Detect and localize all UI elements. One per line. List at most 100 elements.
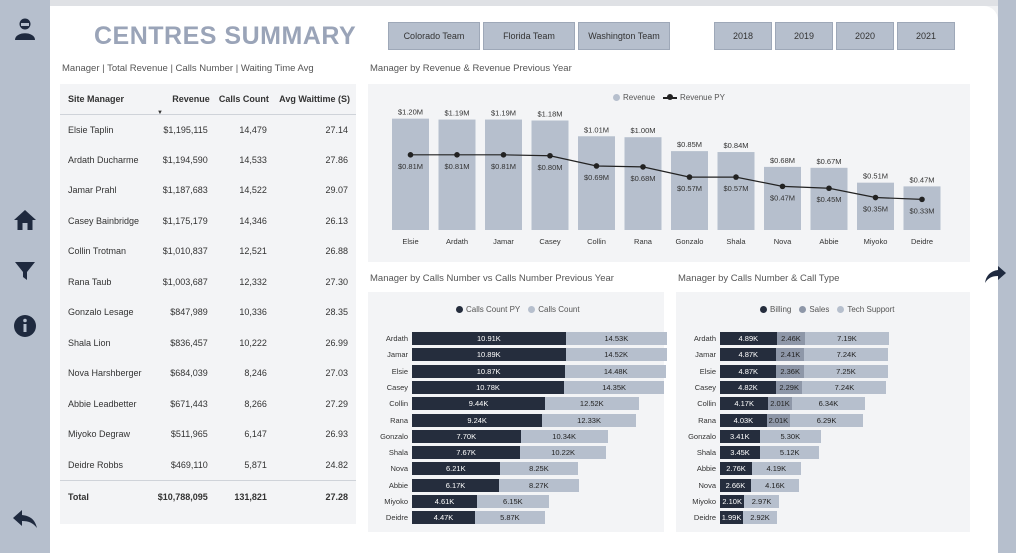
table-row[interactable]: Elsie Taplin $1,195,115 14,479 27.14 bbox=[60, 114, 356, 145]
table-row[interactable]: Nova Harshberger $684,039 8,246 27.03 bbox=[60, 358, 356, 389]
revenue-bar[interactable] bbox=[578, 136, 615, 230]
home-icon[interactable] bbox=[10, 205, 40, 235]
billing-bar[interactable]: 4.87K bbox=[720, 348, 777, 362]
calls-count-bar[interactable]: 14.53K bbox=[565, 332, 667, 345]
revenue-bar[interactable] bbox=[857, 182, 894, 230]
calls-count-bar[interactable]: 8.27K bbox=[498, 478, 579, 492]
billing-bar[interactable]: 1.99K bbox=[720, 511, 744, 525]
revenue-bar[interactable] bbox=[764, 166, 801, 230]
calls-py-bar[interactable]: 10.78K bbox=[412, 380, 564, 394]
calls-count-bar[interactable]: 6.15K bbox=[477, 495, 549, 508]
calls-py-bar[interactable]: 6.17K bbox=[412, 478, 499, 492]
calls-py-bar[interactable]: 9.24K bbox=[412, 413, 543, 427]
sales-bar[interactable]: 2.46K bbox=[776, 332, 806, 345]
sales-bar[interactable]: 2.36K bbox=[776, 364, 804, 378]
team-slicer-item[interactable]: Colorado Team bbox=[388, 22, 480, 50]
tech-support-bar[interactable]: 7.24K bbox=[802, 380, 887, 394]
year-slicer-item[interactable]: 2018 bbox=[714, 22, 772, 50]
revenue-py-point[interactable] bbox=[593, 163, 600, 169]
revenue-py-point[interactable] bbox=[733, 174, 739, 180]
tech-support-bar[interactable]: 7.19K bbox=[805, 332, 889, 345]
revenue-py-point[interactable] bbox=[779, 183, 786, 190]
tech-support-bar[interactable]: 4.16K bbox=[750, 478, 800, 492]
team-slicer-item[interactable]: Florida Team bbox=[483, 22, 575, 50]
calls-count-bar[interactable]: 5.87K bbox=[475, 511, 545, 525]
revenue-py-point[interactable] bbox=[640, 164, 646, 170]
calls-count-bar[interactable]: 10.34K bbox=[520, 429, 608, 443]
col-revenue[interactable]: Revenue bbox=[154, 84, 216, 115]
table-row[interactable]: Miyoko Degraw $511,965 6,147 26.93 bbox=[60, 419, 356, 450]
revenue-bar[interactable] bbox=[392, 118, 429, 230]
table-row[interactable]: Casey Bainbridge $1,175,179 14,346 26.13 bbox=[60, 206, 356, 237]
tech-support-bar[interactable]: 2.97K bbox=[744, 495, 779, 508]
billing-bar[interactable]: 2.76K bbox=[720, 462, 753, 476]
calls-py-bar[interactable]: 10.89K bbox=[412, 348, 566, 362]
billing-bar[interactable]: 2.66K bbox=[720, 478, 751, 492]
billing-bar[interactable]: 4.87K bbox=[720, 364, 777, 378]
calls-count-bar[interactable]: 12.33K bbox=[542, 413, 636, 427]
tech-support-bar[interactable]: 4.19K bbox=[752, 462, 801, 476]
info-icon[interactable] bbox=[10, 311, 40, 341]
revenue-py-point[interactable] bbox=[919, 196, 925, 203]
revenue-bar[interactable] bbox=[531, 120, 569, 230]
tech-support-bar[interactable]: 5.12K bbox=[760, 446, 820, 460]
year-slicer-item[interactable]: 2021 bbox=[897, 22, 955, 50]
calls-py-bar[interactable]: 10.87K bbox=[412, 364, 566, 378]
tech-support-bar[interactable]: 7.24K bbox=[804, 348, 889, 362]
calls-count-bar[interactable]: 14.35K bbox=[563, 380, 665, 394]
revenue-bar[interactable] bbox=[717, 152, 755, 230]
revenue-py-point[interactable] bbox=[500, 152, 507, 158]
tech-support-bar[interactable]: 6.34K bbox=[791, 397, 866, 411]
filter-icon[interactable] bbox=[10, 256, 40, 286]
calls-py-bar[interactable]: 4.47K bbox=[412, 511, 476, 525]
calls-py-bar[interactable]: 7.67K bbox=[412, 446, 521, 460]
calls-py-bar[interactable]: 10.91K bbox=[412, 332, 566, 345]
tech-support-bar[interactable]: 6.29K bbox=[790, 413, 864, 427]
calls-count-bar[interactable]: 8.25K bbox=[499, 462, 579, 476]
revenue-py-point[interactable] bbox=[826, 185, 832, 192]
revenue-py-point[interactable] bbox=[686, 174, 693, 180]
calls-count-bar[interactable]: 14.52K bbox=[565, 348, 667, 362]
tech-support-bar[interactable]: 7.25K bbox=[803, 364, 888, 378]
revenue-bar[interactable] bbox=[810, 167, 848, 230]
table-row[interactable]: Collin Trotman $1,010,837 12,521 26.88 bbox=[60, 236, 356, 267]
calls-py-bar[interactable]: 4.61K bbox=[412, 495, 477, 508]
back-icon[interactable] bbox=[10, 504, 40, 534]
billing-bar[interactable]: 4.89K bbox=[720, 332, 777, 345]
team-slicer-item[interactable]: Washington Team bbox=[578, 22, 670, 50]
calls-py-bar[interactable]: 9.44K bbox=[412, 397, 546, 411]
next-page-arrow-icon[interactable] bbox=[982, 260, 1008, 290]
col-avg-waittime[interactable]: Avg Waittime (S) bbox=[274, 84, 356, 115]
sales-bar[interactable]: 2.41K bbox=[776, 348, 805, 362]
year-slicer-item[interactable]: 2019 bbox=[775, 22, 833, 50]
revenue-py-point[interactable] bbox=[454, 152, 460, 158]
table-row[interactable]: Jamar Prahl $1,187,683 14,522 29.07 bbox=[60, 175, 356, 206]
table-row[interactable]: Shala Lion $836,457 10,222 26.99 bbox=[60, 328, 356, 359]
person-icon[interactable] bbox=[10, 14, 40, 44]
calls-py-bar[interactable]: 7.70K bbox=[412, 429, 521, 443]
calls-count-bar[interactable]: 10.22K bbox=[520, 446, 607, 460]
billing-bar[interactable]: 2.10K bbox=[720, 495, 745, 508]
billing-bar[interactable]: 3.45K bbox=[720, 446, 761, 460]
calls-count-bar[interactable]: 14.48K bbox=[565, 364, 667, 378]
col-calls-count[interactable]: Calls Count bbox=[215, 84, 275, 115]
revenue-bar[interactable] bbox=[485, 119, 522, 230]
calls-py-bar[interactable]: 6.21K bbox=[412, 462, 500, 476]
revenue-bar[interactable] bbox=[624, 137, 662, 230]
calls-count-bar[interactable]: 12.52K bbox=[545, 397, 639, 411]
tech-support-bar[interactable]: 2.92K bbox=[743, 511, 777, 525]
table-row[interactable]: Gonzalo Lesage $847,989 10,336 28.35 bbox=[60, 297, 356, 328]
billing-bar[interactable]: 3.41K bbox=[720, 429, 760, 443]
col-site-manager[interactable]: Site Manager bbox=[60, 84, 155, 115]
revenue-bar[interactable] bbox=[903, 186, 941, 230]
revenue-py-point[interactable] bbox=[872, 194, 879, 201]
sales-bar[interactable]: 2.29K bbox=[775, 380, 803, 394]
billing-bar[interactable]: 4.17K bbox=[720, 397, 769, 411]
revenue-bar[interactable] bbox=[671, 151, 708, 230]
tech-support-bar[interactable]: 5.30K bbox=[759, 429, 822, 443]
revenue-py-point[interactable] bbox=[407, 152, 414, 158]
table-row[interactable]: Abbie Leadbetter $671,443 8,266 27.29 bbox=[60, 389, 356, 420]
revenue-py-point[interactable] bbox=[547, 152, 553, 159]
revenue-bar[interactable] bbox=[438, 119, 476, 230]
billing-bar[interactable]: 4.03K bbox=[720, 413, 767, 427]
